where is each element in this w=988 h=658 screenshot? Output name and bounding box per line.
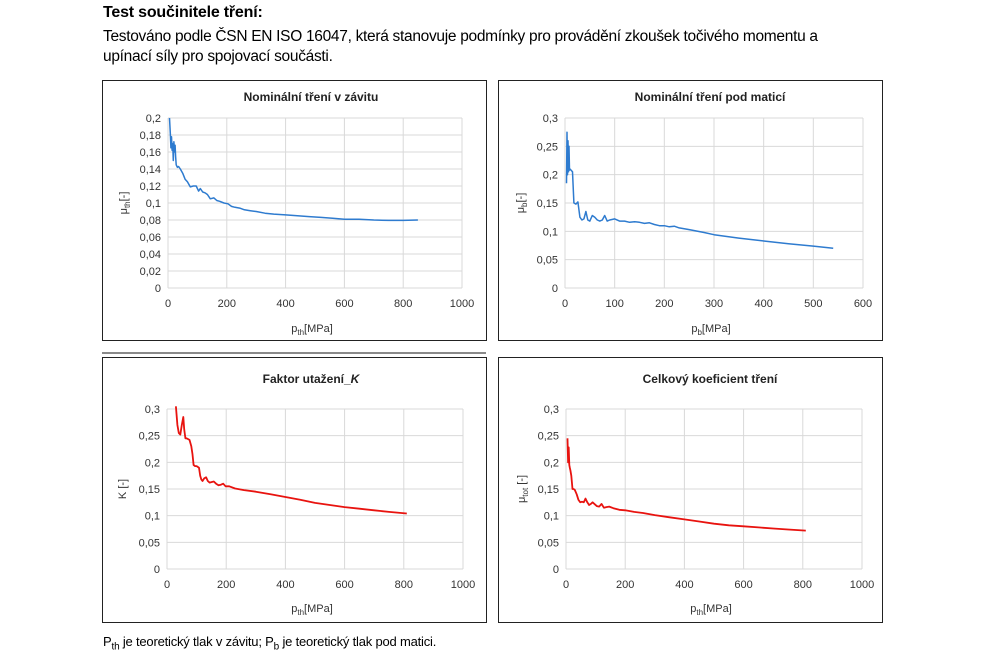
y-tick-label: 0,14 [140, 164, 161, 176]
series-line [566, 438, 806, 532]
y-tick-label: 0,25 [538, 431, 559, 443]
y-tick-label: 0,2 [146, 113, 161, 125]
x-tick-label: 0 [164, 579, 170, 591]
x-tick-label: 600 [854, 298, 872, 310]
y-tick-label: 0,05 [537, 255, 558, 267]
y-tick-label: 0,25 [537, 141, 558, 153]
x-tick-label: 600 [734, 579, 752, 591]
y-tick-label: 0,05 [139, 537, 160, 549]
footnote: Pth je teoretický tlak v závitu; Pb je t… [103, 634, 436, 653]
x-tick-label: 1000 [450, 298, 474, 310]
y-tick-label: 0,3 [145, 404, 160, 416]
y-axis-label: μth[-] [118, 192, 132, 215]
x-tick-label: 400 [675, 579, 693, 591]
x-tick-label: 0 [563, 579, 569, 591]
x-tick-label: 0 [562, 298, 568, 310]
y-tick-label: 0,04 [140, 249, 161, 261]
section-heading: Test součinitele tření: [103, 4, 263, 21]
footnote-text-2: je teoretický tlak pod matici. [279, 634, 437, 649]
y-tick-label: 0,1 [544, 511, 559, 523]
chart-svg: Nominální tření v závitu 0 0,02 0,04 0,06 0,0… [118, 90, 474, 337]
y-tick-label: 0,02 [140, 266, 161, 278]
x-tick-label: 600 [335, 579, 353, 591]
x-tick-label: 400 [276, 579, 294, 591]
divider-line [102, 352, 486, 354]
x-tick-label: 800 [394, 298, 412, 310]
y-tick-label: 0,08 [140, 215, 161, 227]
x-axis-label: pth[MPa] [291, 603, 333, 617]
chart-title: Nominální tření pod maticí [635, 90, 786, 104]
y-tick-label: 0,3 [543, 113, 558, 125]
x-tick-label: 500 [804, 298, 822, 310]
y-tick-label: 0,1 [146, 198, 161, 210]
y-tick-label: 0,2 [145, 457, 160, 469]
y-tick-label: 0 [553, 564, 559, 576]
x-tick-label: 200 [217, 579, 235, 591]
y-axis-label: μb[-] [515, 193, 529, 214]
series-line [565, 131, 834, 250]
chart-tightening-factor: Faktor utažení_K 0 0,05 0,1 0,15 0,2 0,25 0,3 0 2… [102, 357, 487, 623]
y-tick-label: 0,1 [145, 511, 160, 523]
x-tick-label: 400 [276, 298, 294, 310]
chart-svg: Nominální tření pod maticí 0 0,05 0,1 0,15 0,… [515, 90, 872, 337]
x-tick-label: 300 [705, 298, 723, 310]
series-line [168, 117, 418, 222]
y-tick-label: 0,18 [140, 130, 161, 142]
intro-paragraph: Testováno podle ČSN EN ISO 16047, která … [103, 28, 818, 65]
x-tick-label: 1000 [850, 579, 874, 591]
y-tick-label: 0,3 [544, 404, 559, 416]
footnote-text-1: je teoretický tlak v závitu; [119, 634, 266, 649]
y-tick-label: 0,15 [139, 484, 160, 496]
y-axis-label: K [-] [117, 479, 129, 499]
x-axis-label: pth[MPa] [291, 323, 333, 337]
y-tick-label: 0,12 [140, 181, 161, 193]
x-tick-label: 0 [165, 298, 171, 310]
chart-title: Faktor utažení_K [263, 372, 361, 386]
y-tick-label: 0,25 [139, 431, 160, 443]
x-tick-label: 200 [616, 579, 634, 591]
series-line [175, 406, 407, 515]
x-axis-label: pb[MPa] [691, 323, 730, 337]
x-tick-label: 400 [754, 298, 772, 310]
y-tick-label: 0 [552, 283, 558, 295]
footnote-symbol-pb: Pb [265, 634, 280, 653]
x-tick-label: 100 [605, 298, 623, 310]
footnote-symbol-pth: Pth [103, 634, 120, 653]
chart-total-friction: Celkový koeficient tření 0 0,05 0,1 0,15 0,2 0… [498, 357, 883, 623]
x-axis-label: pth[MPa] [690, 603, 732, 617]
y-tick-label: 0,2 [544, 457, 559, 469]
y-tick-label: 0 [155, 283, 161, 295]
chart-nut-friction: Nominální tření pod maticí 0 0,05 0,1 0,15 0,… [498, 80, 883, 341]
chart-svg: Faktor utažení_K 0 0,05 0,1 0,15 0,2 0,25 0,3 0 2… [117, 372, 475, 617]
y-tick-label: 0,15 [538, 484, 559, 496]
y-tick-label: 0,15 [537, 198, 558, 210]
x-tick-label: 800 [794, 579, 812, 591]
y-tick-label: 0 [154, 564, 160, 576]
x-tick-label: 800 [395, 579, 413, 591]
chart-thread-friction: Nominální tření v závitu 0 0,02 0,04 0,06 0,0… [102, 80, 487, 341]
x-tick-label: 600 [335, 298, 353, 310]
chart-svg: Celkový koeficient tření 0 0,05 0,1 0,15 0,2 0… [516, 372, 874, 617]
y-tick-label: 0,05 [538, 537, 559, 549]
x-tick-label: 200 [218, 298, 236, 310]
chart-title: Nominální tření v závitu [244, 90, 379, 104]
x-tick-label: 1000 [451, 579, 475, 591]
chart-title: Celkový koeficient tření [643, 372, 778, 386]
y-tick-label: 0,06 [140, 232, 161, 244]
x-tick-label: 200 [655, 298, 673, 310]
y-tick-label: 0,1 [543, 226, 558, 238]
y-tick-label: 0,2 [543, 170, 558, 182]
y-axis-label: μtot [-] [516, 475, 530, 503]
y-tick-label: 0,16 [140, 147, 161, 159]
